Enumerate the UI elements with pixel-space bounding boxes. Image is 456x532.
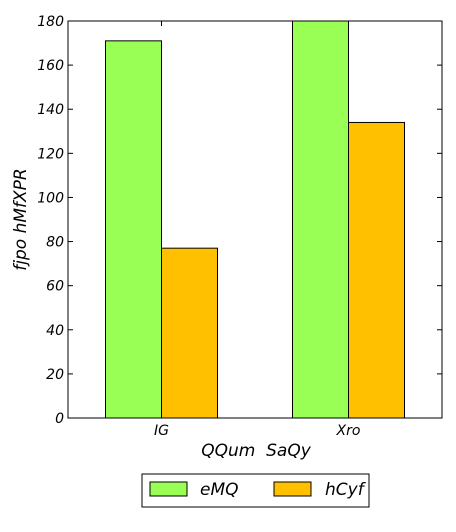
x-tick-label: Xro xyxy=(336,423,361,439)
ticks-group: 0 20 40 60 80 100 120 140 160 180 IG Xro xyxy=(37,14,442,439)
legend-swatch-hCyf xyxy=(273,481,312,497)
y-tick-label: 20 xyxy=(46,367,64,383)
y-tick-label: 80 xyxy=(46,235,64,251)
bar-hCyf-IG xyxy=(161,247,218,419)
bars-group xyxy=(105,20,405,419)
y-axis-title: fjpo hMfXPR xyxy=(11,168,31,270)
bar-eMQ-Xro xyxy=(292,20,349,419)
y-tick-label: 100 xyxy=(37,190,64,206)
y-tick-label: 160 xyxy=(37,58,64,74)
y-tick-label: 0 xyxy=(55,411,64,427)
y-tick-label: 40 xyxy=(46,323,64,339)
bar-eMQ-IG xyxy=(105,40,162,419)
x-tick-label: IG xyxy=(154,423,169,439)
y-tick-label: 60 xyxy=(46,279,64,295)
plot-area-frame xyxy=(67,20,443,419)
legend-label-eMQ: eMQ xyxy=(200,480,239,500)
x-axis-title: QQum SaQy xyxy=(201,441,311,461)
bar-hCyf-Xro xyxy=(348,121,405,419)
y-tick-label: 120 xyxy=(37,146,64,162)
y-tick-label: 140 xyxy=(37,102,64,118)
legend: eMQ hCyf xyxy=(141,473,370,508)
y-tick-label: 180 xyxy=(37,14,64,30)
legend-swatch-eMQ xyxy=(149,481,188,497)
legend-label-hCyf: hCyf xyxy=(325,480,367,500)
